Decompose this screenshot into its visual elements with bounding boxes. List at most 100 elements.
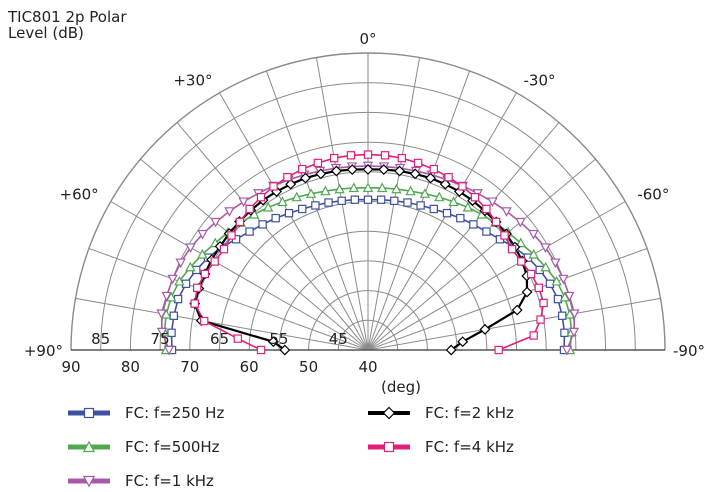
data-point: [540, 261, 551, 272]
data-point: [192, 283, 202, 293]
ring-label: 65: [210, 330, 229, 348]
data-point: [165, 291, 177, 302]
data-point: [315, 168, 327, 180]
chart-title: TIC801 2p Polar: [8, 8, 127, 26]
data-point: [169, 311, 178, 320]
data-point: [346, 164, 358, 175]
data-point: [175, 258, 186, 269]
data-point: [494, 345, 503, 355]
data-point: [462, 201, 474, 212]
data-point: [346, 151, 356, 160]
grid-spoke: [88, 247, 369, 351]
data-point: [291, 191, 302, 202]
data-point: [324, 198, 333, 207]
data-point: [429, 204, 438, 214]
data-point: [219, 244, 229, 254]
data-point: [429, 164, 439, 174]
data-point: [313, 158, 323, 168]
data-point: [380, 151, 390, 160]
data-point: [568, 327, 580, 338]
data-point: [163, 345, 175, 356]
legend-item: FC: f=2 kHz: [368, 404, 514, 422]
data-point: [390, 196, 399, 206]
grid-spoke: [367, 158, 596, 351]
data-point: [279, 344, 291, 356]
data-point: [445, 344, 457, 356]
legend-label: FC: f=500Hz: [125, 438, 220, 456]
data-point: [299, 172, 311, 184]
data-point: [245, 204, 254, 214]
data-point: [559, 291, 571, 302]
data-point: [434, 191, 445, 202]
grid-spoke: [219, 92, 369, 351]
radial-tick-label: 80: [121, 358, 140, 376]
data-point: [376, 195, 386, 204]
grid-spoke: [367, 70, 471, 351]
data-point: [271, 213, 280, 223]
data-point: [458, 182, 467, 191]
data-point: [536, 315, 545, 324]
data-point: [173, 294, 183, 304]
data-point: [363, 150, 373, 159]
angle-label: 0°: [359, 30, 376, 48]
grid-spoke: [265, 70, 369, 351]
data-point: [337, 196, 346, 206]
data-point: [403, 198, 412, 207]
data-point: [500, 231, 509, 240]
data-point: [540, 243, 551, 254]
data-point: [507, 244, 517, 254]
data-point: [298, 204, 307, 214]
ring-label: 85: [91, 330, 110, 348]
data-point: [283, 172, 292, 182]
data-point: [382, 406, 396, 420]
data-point: [227, 231, 236, 240]
data-point: [363, 195, 373, 204]
data-point: [256, 193, 266, 202]
grid-spoke: [176, 122, 369, 351]
data-point: [558, 274, 569, 285]
data-point: [233, 334, 243, 343]
data-point: [569, 309, 580, 320]
data-point: [245, 227, 254, 236]
data-point: [448, 196, 459, 207]
data-point: [329, 153, 339, 163]
data-point: [528, 229, 539, 240]
data-point: [528, 248, 539, 259]
data-point: [561, 345, 573, 356]
data-point: [560, 328, 569, 338]
data-point: [362, 163, 374, 175]
data-point: [564, 291, 575, 302]
data-point: [190, 299, 199, 308]
series-markers: [156, 150, 580, 356]
data-point: [238, 197, 249, 208]
data-point: [391, 183, 402, 194]
data-point: [348, 182, 360, 193]
data-point: [311, 201, 320, 210]
data-point: [167, 274, 178, 285]
data-point: [501, 207, 512, 217]
angle-label: -60°: [637, 186, 669, 204]
data-point: [197, 248, 208, 259]
grid-spoke: [75, 297, 369, 351]
angle-label: -30°: [524, 72, 556, 90]
data-point: [350, 195, 360, 204]
radial-tick-label: 60: [240, 358, 259, 376]
data-point: [487, 197, 498, 208]
data-point: [258, 220, 267, 229]
data-point: [284, 208, 294, 218]
data-point: [376, 182, 388, 193]
data-point: [444, 172, 453, 182]
legend-item: FC: f=500Hz: [68, 438, 220, 456]
radial-tick-label: 40: [358, 358, 377, 376]
legend-item: FC: f=4 kHz: [368, 438, 514, 456]
data-point: [539, 298, 548, 308]
data-point: [167, 328, 176, 338]
data-point: [470, 193, 480, 202]
data-point: [515, 237, 526, 248]
data-point: [362, 182, 374, 193]
data-point: [397, 153, 407, 163]
data-point: [409, 168, 421, 180]
data-point: [491, 217, 501, 227]
data-point: [551, 275, 562, 286]
data-point: [482, 227, 491, 236]
